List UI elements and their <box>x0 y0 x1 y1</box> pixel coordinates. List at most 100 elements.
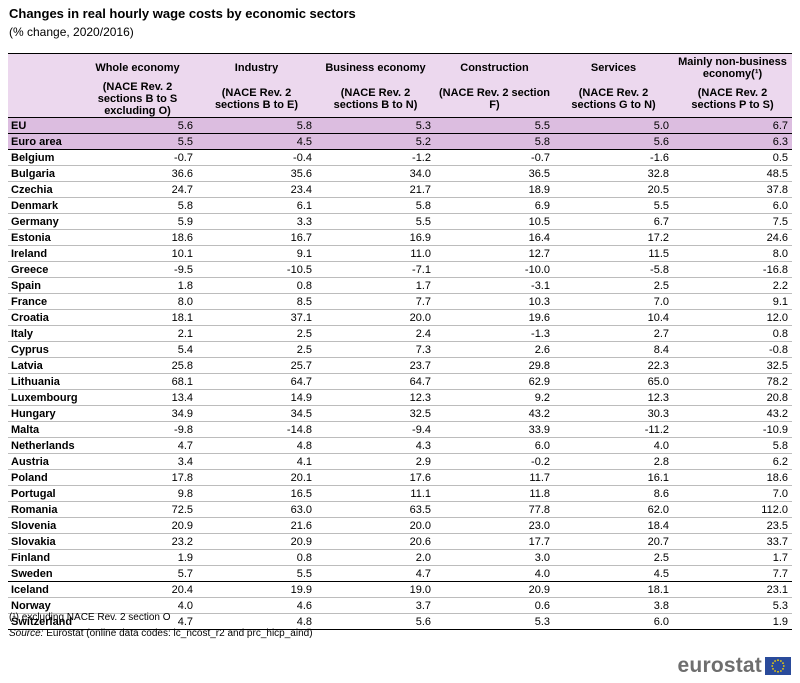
value-cell: 4.0 <box>435 565 554 582</box>
value-cell: 64.7 <box>197 373 316 390</box>
value-cell: 17.8 <box>78 469 197 486</box>
value-cell: 5.8 <box>197 117 316 134</box>
row-label: Czechia <box>8 181 78 198</box>
table-row: Spain 1.8 0.8 1.7 -3.1 2.5 2.2 <box>8 277 792 294</box>
table-row: Iceland 20.4 19.9 19.0 20.9 18.1 23.1 <box>8 581 792 598</box>
source-text: Eurostat (online data codes: lc_ncost_r2… <box>46 628 313 639</box>
table-row: Croatia 18.1 37.1 20.0 19.6 10.4 12.0 <box>8 309 792 326</box>
value-cell: 23.1 <box>673 581 792 598</box>
value-cell: 2.1 <box>78 325 197 342</box>
value-cell: 16.5 <box>197 485 316 502</box>
table-row: Hungary 34.9 34.5 32.5 43.2 30.3 43.2 <box>8 405 792 422</box>
value-cell: 20.9 <box>197 533 316 550</box>
value-cell: 7.7 <box>673 565 792 582</box>
value-cell: 20.0 <box>316 517 435 534</box>
table-row: Belgium -0.7 -0.4 -1.2 -0.7 -1.6 0.5 <box>8 149 792 166</box>
value-cell: 7.5 <box>673 213 792 230</box>
row-label: EU <box>8 117 78 134</box>
value-cell: 5.9 <box>78 213 197 230</box>
table-row: Portugal 9.8 16.5 11.1 11.8 8.6 7.0 <box>8 485 792 502</box>
eurostat-logo: eurostat <box>678 654 791 678</box>
value-cell: 34.0 <box>316 165 435 182</box>
value-cell: 0.8 <box>197 277 316 294</box>
value-cell: -0.4 <box>197 149 316 166</box>
value-cell: 14.9 <box>197 389 316 406</box>
value-cell: 7.0 <box>554 293 673 310</box>
value-cell: 9.8 <box>78 485 197 502</box>
value-cell: 6.9 <box>435 197 554 214</box>
value-cell: 3.8 <box>554 597 673 614</box>
value-cell: 8.5 <box>197 293 316 310</box>
row-label: Euro area <box>8 133 78 150</box>
value-cell: 2.6 <box>435 341 554 358</box>
value-cell: 20.5 <box>554 181 673 198</box>
value-cell: 2.5 <box>197 341 316 358</box>
value-cell: -11.2 <box>554 421 673 438</box>
row-label: France <box>8 293 78 310</box>
value-cell: 5.5 <box>197 565 316 582</box>
table-row: Romania 72.5 63.0 63.5 77.8 62.0 112.0 <box>8 501 792 518</box>
value-cell: 5.2 <box>316 133 435 150</box>
row-label: Iceland <box>8 581 78 598</box>
value-cell: 63.5 <box>316 501 435 518</box>
value-cell: 5.5 <box>435 117 554 134</box>
value-cell: 6.2 <box>673 453 792 470</box>
value-cell: 17.7 <box>435 533 554 550</box>
column-header-name: Whole economy <box>78 53 197 81</box>
column-header-name: Business economy <box>316 53 435 81</box>
column-header-sub: (NACE Rev. 2 sections G to N) <box>554 81 673 118</box>
value-cell: 17.2 <box>554 229 673 246</box>
value-cell: 20.9 <box>78 517 197 534</box>
value-cell: 11.1 <box>316 485 435 502</box>
value-cell: 33.7 <box>673 533 792 550</box>
value-cell: 0.5 <box>673 149 792 166</box>
value-cell: 6.0 <box>673 197 792 214</box>
row-label: Finland <box>8 549 78 566</box>
value-cell: -0.8 <box>673 341 792 358</box>
table-row: Bulgaria 36.6 35.6 34.0 36.5 32.8 48.5 <box>8 165 792 182</box>
value-cell: 6.1 <box>197 197 316 214</box>
value-cell: 6.3 <box>673 133 792 150</box>
value-cell: 62.9 <box>435 373 554 390</box>
row-label: Denmark <box>8 197 78 214</box>
row-label: Slovenia <box>8 517 78 534</box>
column-header-name: Services <box>554 53 673 81</box>
footnote: (¹) excluding NACE Rev. 2 section O <box>9 612 171 623</box>
table-row: Sweden 5.7 5.5 4.7 4.0 4.5 7.7 <box>8 565 792 582</box>
table-row: Italy 2.1 2.5 2.4 -1.3 2.7 0.8 <box>8 325 792 342</box>
value-cell: 23.2 <box>78 533 197 550</box>
value-cell: 32.5 <box>316 405 435 422</box>
value-cell: 3.0 <box>435 549 554 566</box>
chart-title: Changes in real hourly wage costs by eco… <box>9 6 356 21</box>
value-cell: 23.4 <box>197 181 316 198</box>
row-label: Estonia <box>8 229 78 246</box>
value-cell: -10.0 <box>435 261 554 278</box>
value-cell: 6.0 <box>554 613 673 630</box>
value-cell: -7.1 <box>316 261 435 278</box>
value-cell: 37.8 <box>673 181 792 198</box>
row-label: Malta <box>8 421 78 438</box>
column-header-name: Industry <box>197 53 316 81</box>
value-cell: 5.6 <box>78 117 197 134</box>
value-cell: 64.7 <box>316 373 435 390</box>
table-row: Finland 1.9 0.8 2.0 3.0 2.5 1.7 <box>8 549 792 566</box>
value-cell: 34.5 <box>197 405 316 422</box>
table-row: Poland 17.8 20.1 17.6 11.7 16.1 18.6 <box>8 469 792 486</box>
value-cell: 5.5 <box>78 133 197 150</box>
value-cell: 78.2 <box>673 373 792 390</box>
value-cell: 3.4 <box>78 453 197 470</box>
column-header-sub: (NACE Rev. 2 sections B to E) <box>197 81 316 118</box>
row-label: Austria <box>8 453 78 470</box>
value-cell: -5.8 <box>554 261 673 278</box>
table-row: Estonia 18.6 16.7 16.9 16.4 17.2 24.6 <box>8 229 792 246</box>
value-cell: 9.1 <box>197 245 316 262</box>
table-row: Lithuania 68.1 64.7 64.7 62.9 65.0 78.2 <box>8 373 792 390</box>
table-row: Euro area 5.5 4.5 5.2 5.8 5.6 6.3 <box>8 133 792 150</box>
value-cell: 5.8 <box>673 437 792 454</box>
value-cell: 7.0 <box>673 485 792 502</box>
value-cell: 36.5 <box>435 165 554 182</box>
value-cell: 2.4 <box>316 325 435 342</box>
value-cell: 16.4 <box>435 229 554 246</box>
value-cell: 43.2 <box>435 405 554 422</box>
table-row: Greece -9.5 -10.5 -7.1 -10.0 -5.8 -16.8 <box>8 261 792 278</box>
